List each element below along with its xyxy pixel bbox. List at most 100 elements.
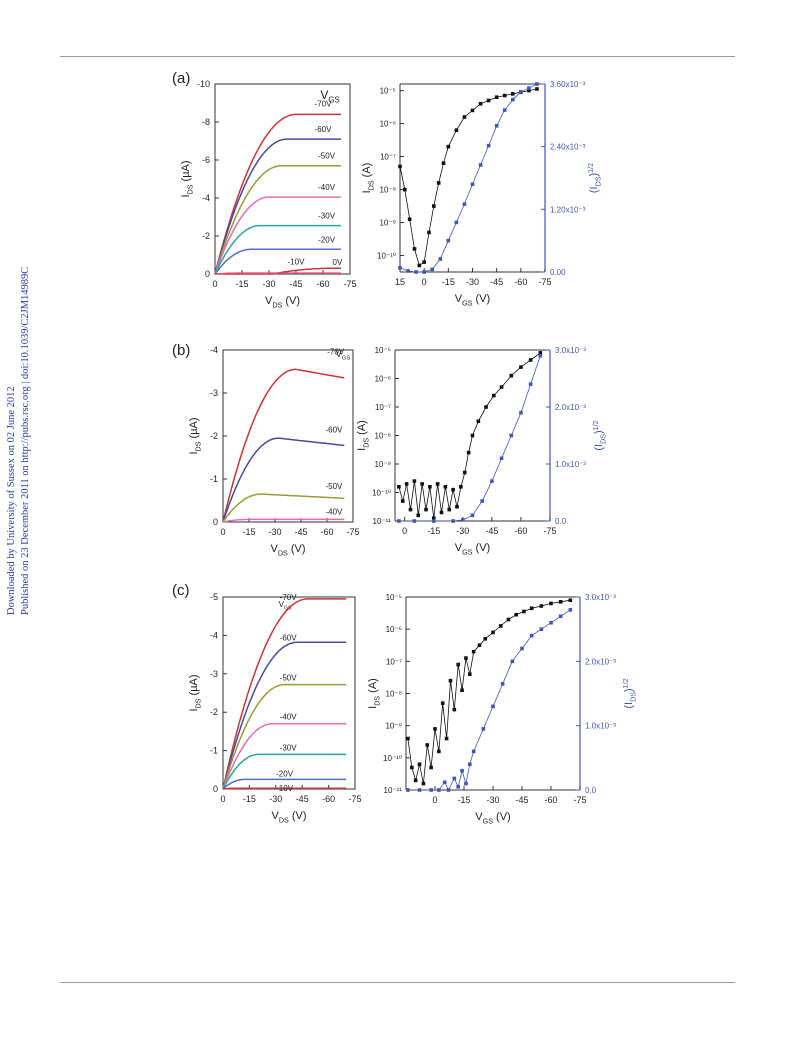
curve-label: -50V [325,482,343,491]
y-tick-label: 10⁻¹⁰ [377,252,396,261]
sqrt-ids-point [470,182,475,187]
sqrt-ids-point [500,682,505,686]
output-curve [214,164,341,275]
ids-point [510,92,515,96]
panel-label-b: (b) [172,342,191,359]
sqrt-ids-point [539,627,544,631]
sqrt-ids-point [414,270,418,274]
output-curve [214,138,341,275]
ids-point [486,98,491,103]
output-curve [222,437,345,523]
output-curve [222,368,345,523]
y2-tick-label: 3.60x10⁻³ [550,80,586,89]
x-tick-label: -60 [322,794,335,804]
x-tick-label: 0 [402,526,407,536]
x-tick-label: -30 [269,794,282,804]
output-curve [222,518,345,523]
sqrt-ids-point [442,780,447,785]
sqrt-ids-point [461,518,465,522]
y-tick-label: 10⁻⁸ [386,690,403,699]
x-tick-label: -30 [486,795,499,805]
x-tick-label: -15 [243,794,256,804]
ids-point [466,450,471,455]
ids-point [491,630,495,635]
x-tick-label: -30 [466,277,479,287]
panel-label-c: (c) [172,582,190,599]
ids-point [421,781,426,786]
idss-line [399,88,537,267]
idss-line [407,599,571,784]
curve-label: -30V [318,212,336,221]
ids-point [431,516,436,520]
sqrt-ids-point [446,788,451,792]
sqrt-ids-point [397,519,401,523]
output-curve [214,272,341,275]
sqrt-ids-point [438,257,443,261]
y-tick-label: 10⁻⁷ [375,403,391,412]
y-tick-label: -2 [210,707,218,717]
ids-point [420,482,424,486]
y-tick-label: -10 [197,79,210,89]
sqrt-ids-point [549,620,553,625]
ids-point [538,351,543,355]
sqrt-ids-point [478,163,483,167]
y-tick-label: 10⁻⁸ [375,432,392,441]
y-tick-label: 0 [213,784,218,794]
ids-point [459,485,463,489]
ids-point [432,204,436,208]
y-tick-label: 10⁻⁹ [385,722,402,731]
y-tick-label: 10⁻¹¹ [373,517,392,526]
y-tick-label: 10⁻⁹ [374,460,391,469]
x-tick-label: -45 [296,794,309,804]
ids-point [417,762,422,767]
y-tick-label: 10⁻⁵ [375,346,391,355]
y-tick-label: 10⁻⁵ [380,87,396,96]
y-tick-label: -4 [210,345,218,355]
x-tick-label: -60 [320,527,333,537]
output-curve [214,248,341,275]
output-curves-a: 0 -15 -30 -45 -60 -75 0 -2 -4 -6 -8 -10 VDS (V) IDS (… [180,79,357,309]
sqrt-ids-point [460,768,464,773]
ids-point [410,765,414,770]
sqrt-ids-point [431,519,436,523]
sqrt-ids-point [510,97,515,102]
y-tick-label: 10⁻⁹ [379,219,396,228]
sqrt-ids-point [452,776,457,781]
ids-point [549,601,553,606]
ids-point [522,609,526,614]
ids-point [519,365,523,369]
sqrt-ids-point [422,270,426,274]
ids-point [568,598,573,603]
sqrt-ids-point [470,513,475,518]
ids-point [492,393,496,398]
x-tick-label: -15 [242,527,255,537]
sqrt-ids-line [398,355,541,522]
x-tick-label: -30 [262,279,275,289]
ids-point [429,765,433,770]
sqrt-ids-point [451,519,455,523]
x-tick-label: -60 [514,526,527,536]
sqrt-ids-point [406,788,410,792]
ids-point [558,600,563,604]
ids-point [428,485,432,489]
x-tick-label: 0 [212,279,217,289]
ids-point [529,606,534,611]
sqrt-ids-point [499,456,504,461]
curve-label: -60V [315,125,333,134]
y2-tick-label: 1.0x10⁻³ [555,460,586,469]
y-tick-label: 10⁻⁶ [375,375,391,384]
y2-tick-label: 0.00 [550,268,566,277]
ids-point [462,470,467,475]
curve-label: -20V [276,769,294,778]
x-axis-label: VGS (V) [455,293,490,307]
sqrt-ids-point [509,433,514,438]
ids-point [462,115,467,119]
sqrt-ids-point [430,267,435,272]
ids-point [412,247,417,251]
output-curve [222,753,347,790]
ids-point [502,93,507,98]
x-axis-label: VGS (V) [455,542,490,556]
ids-point [444,736,449,741]
y-axis-label: IDS (µA) [188,417,202,454]
y2-tick-label: 1.0x10⁻³ [585,722,616,731]
